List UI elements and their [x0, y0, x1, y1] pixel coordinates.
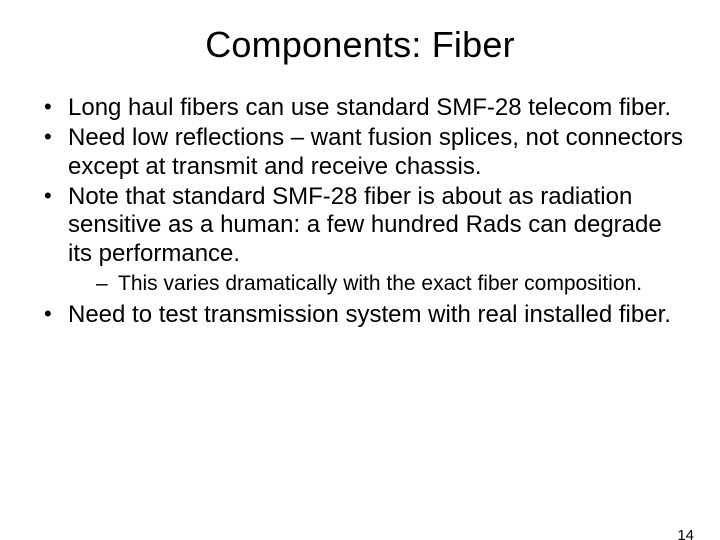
- slide-title: Components: Fiber: [0, 24, 720, 66]
- bullet-item: Need to test transmission system with re…: [40, 301, 684, 329]
- sub-bullet-item: This varies dramatically with the exact …: [96, 272, 684, 297]
- bullet-item: Note that standard SMF-28 fiber is about…: [40, 183, 684, 297]
- bullet-text: Note that standard SMF-28 fiber is about…: [68, 183, 662, 267]
- sub-bullet-list: This varies dramatically with the exact …: [68, 272, 684, 297]
- bullet-list: Long haul fibers can use standard SMF-28…: [40, 94, 684, 329]
- bullet-item: Long haul fibers can use standard SMF-28…: [40, 94, 684, 122]
- slide-body: Long haul fibers can use standard SMF-28…: [0, 94, 720, 329]
- bullet-item: Need low reflections – want fusion splic…: [40, 124, 684, 181]
- slide: Components: Fiber Long haul fibers can u…: [0, 24, 720, 540]
- page-number: 14: [677, 527, 694, 540]
